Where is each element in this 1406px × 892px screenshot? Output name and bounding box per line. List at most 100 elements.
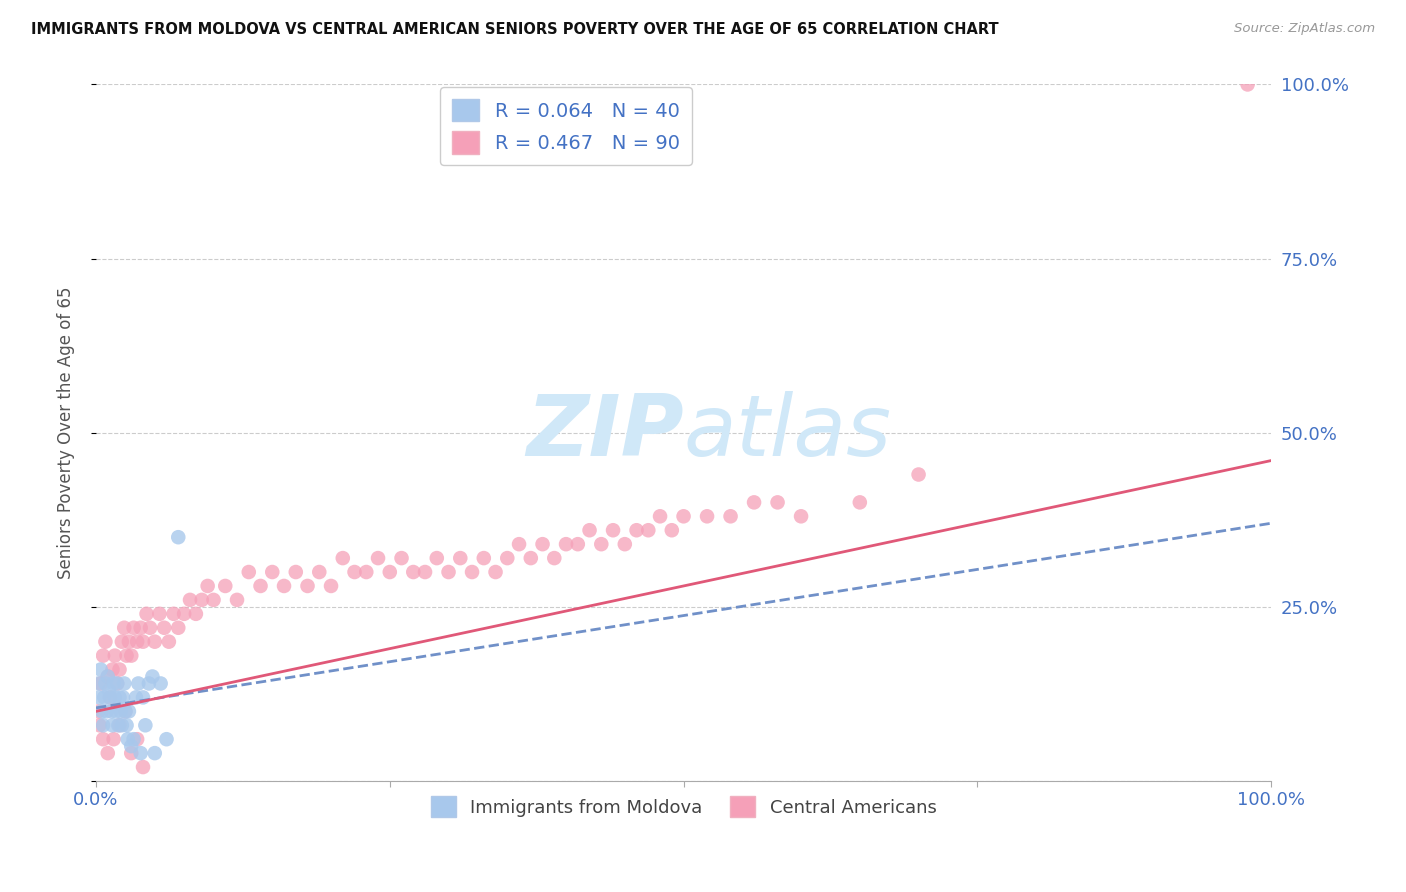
Point — [122, 732, 145, 747]
Point — [149, 676, 172, 690]
Point — [129, 746, 152, 760]
Point — [766, 495, 789, 509]
Point — [105, 676, 128, 690]
Point — [120, 648, 142, 663]
Point — [378, 565, 401, 579]
Point — [849, 495, 872, 509]
Point — [484, 565, 506, 579]
Point — [129, 621, 152, 635]
Point — [153, 621, 176, 635]
Point — [437, 565, 460, 579]
Text: IMMIGRANTS FROM MOLDOVA VS CENTRAL AMERICAN SENIORS POVERTY OVER THE AGE OF 65 C: IMMIGRANTS FROM MOLDOVA VS CENTRAL AMERI… — [31, 22, 998, 37]
Point — [108, 690, 131, 705]
Point — [97, 746, 120, 760]
Point — [98, 690, 121, 705]
Point — [111, 718, 134, 732]
Point — [167, 621, 190, 635]
Point — [110, 704, 132, 718]
Point — [696, 509, 718, 524]
Point — [104, 690, 127, 705]
Point — [87, 704, 110, 718]
Point — [122, 621, 145, 635]
Point — [284, 565, 307, 579]
Point — [496, 551, 519, 566]
Point — [112, 676, 135, 690]
Point — [90, 676, 112, 690]
Point — [134, 718, 156, 732]
Point — [98, 690, 121, 705]
Point — [89, 718, 111, 732]
Point — [520, 551, 543, 566]
Point — [132, 760, 155, 774]
Point — [104, 648, 127, 663]
Point — [648, 509, 671, 524]
Point — [184, 607, 207, 621]
Point — [138, 676, 160, 690]
Point — [132, 690, 155, 705]
Point — [567, 537, 589, 551]
Point — [108, 663, 131, 677]
Point — [226, 593, 249, 607]
Y-axis label: Seniors Poverty Over the Age of 65: Seniors Poverty Over the Age of 65 — [58, 286, 75, 579]
Legend: Immigrants from Moldova, Central Americans: Immigrants from Moldova, Central America… — [423, 789, 943, 824]
Point — [391, 551, 413, 566]
Point — [297, 579, 319, 593]
Point — [238, 565, 260, 579]
Point — [148, 607, 170, 621]
Point — [114, 704, 136, 718]
Point — [96, 704, 118, 718]
Point — [543, 551, 565, 566]
Point — [101, 663, 124, 677]
Point — [118, 634, 141, 648]
Point — [105, 676, 128, 690]
Point — [319, 579, 342, 593]
Point — [720, 509, 742, 524]
Point — [112, 690, 135, 705]
Point — [120, 746, 142, 760]
Point — [1236, 78, 1258, 92]
Point — [125, 690, 148, 705]
Point — [94, 634, 117, 648]
Point — [143, 634, 166, 648]
Point — [343, 565, 366, 579]
Point — [104, 704, 127, 718]
Point — [790, 509, 813, 524]
Point — [97, 683, 120, 698]
Point — [413, 565, 436, 579]
Point — [97, 669, 120, 683]
Point — [555, 537, 578, 551]
Point — [115, 718, 138, 732]
Point — [262, 565, 284, 579]
Point — [91, 718, 114, 732]
Point — [132, 634, 155, 648]
Point — [197, 579, 219, 593]
Point — [97, 669, 120, 683]
Point — [117, 732, 139, 747]
Point — [115, 648, 138, 663]
Point — [107, 718, 129, 732]
Point — [111, 634, 134, 648]
Point — [167, 530, 190, 544]
Point — [91, 732, 114, 747]
Point — [120, 739, 142, 754]
Point — [90, 704, 112, 718]
Point — [426, 551, 449, 566]
Point — [626, 523, 648, 537]
Point — [139, 621, 162, 635]
Point — [127, 732, 149, 747]
Point — [93, 690, 115, 705]
Point — [173, 607, 195, 621]
Point — [202, 593, 225, 607]
Point — [87, 676, 110, 690]
Point — [143, 746, 166, 760]
Point — [613, 537, 636, 551]
Point — [214, 579, 236, 593]
Point — [155, 732, 177, 747]
Point — [367, 551, 389, 566]
Point — [103, 676, 125, 690]
Point — [461, 565, 484, 579]
Point — [273, 579, 295, 593]
Point — [249, 579, 271, 593]
Point — [127, 676, 149, 690]
Point — [112, 621, 135, 635]
